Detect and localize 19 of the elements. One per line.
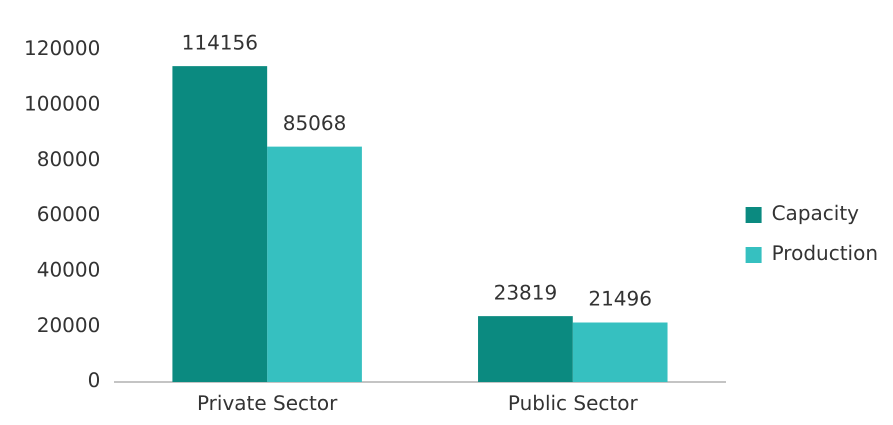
y-tick-label: 80000 xyxy=(36,146,100,171)
bar xyxy=(172,66,268,382)
bar xyxy=(267,146,362,382)
x-tick-label: Private Sector xyxy=(196,391,338,416)
x-tick-label: Public Sector xyxy=(508,391,638,416)
bar xyxy=(478,316,573,382)
y-tick-label: 60000 xyxy=(36,202,100,226)
y-tick-label: 20000 xyxy=(36,312,100,337)
y-tick-label: 120000 xyxy=(24,36,100,60)
bar xyxy=(572,322,668,382)
legend-label: Capacity xyxy=(772,201,860,226)
y-tick-label: 40000 xyxy=(36,258,100,282)
data-label: 114156 xyxy=(182,30,258,54)
y-tick-label: 100000 xyxy=(24,92,100,116)
legend-label: Production xyxy=(772,241,878,266)
y-tick-label: 0 xyxy=(88,368,100,392)
data-label: 85068 xyxy=(282,110,346,135)
data-label: 21496 xyxy=(588,286,652,311)
data-label: 23819 xyxy=(494,280,558,304)
